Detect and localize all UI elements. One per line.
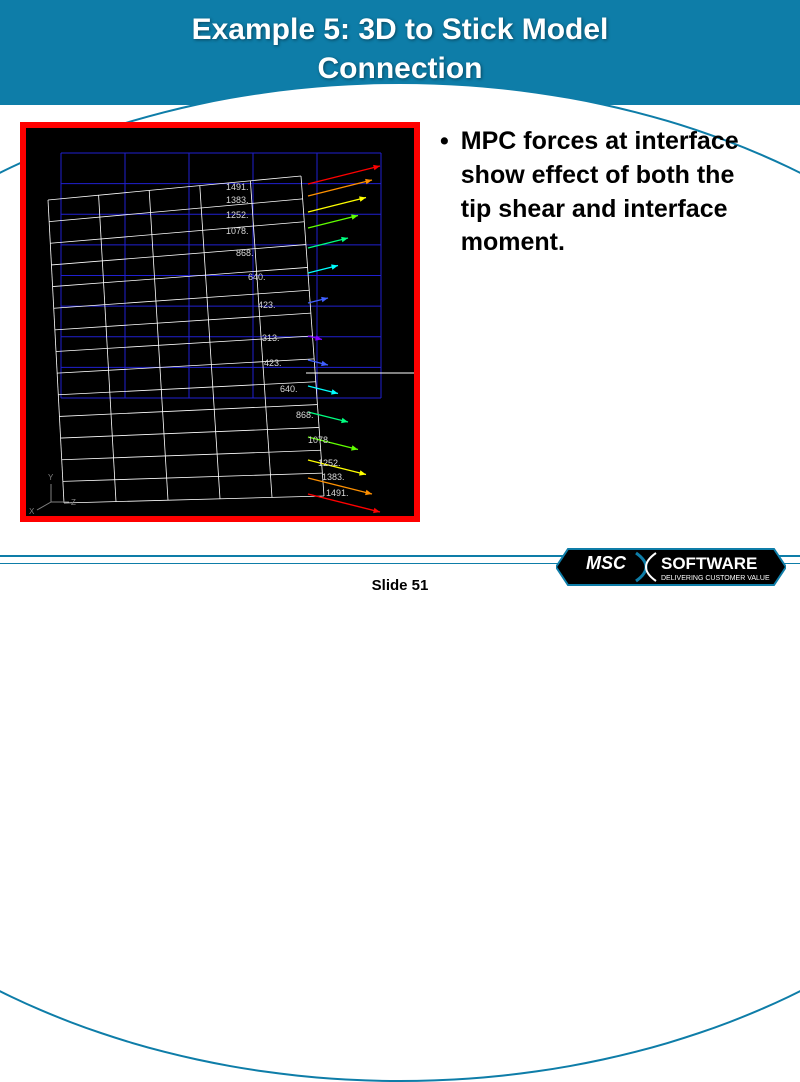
- svg-text:1491.: 1491.: [326, 488, 349, 498]
- title-line1: Example 5: 3D to Stick Model: [192, 13, 609, 46]
- content-area: 1491. 1383. 1252. 1078. 868. 640. 423. 313. 423.…: [0, 120, 800, 540]
- svg-text:423.: 423.: [264, 358, 282, 368]
- msc-logo: MSC SOFTWARE DELIVERING CUSTOMER VALUE: [556, 543, 786, 596]
- bullet-area: • MPC forces at interface show effect of…: [420, 120, 780, 540]
- svg-text:Y: Y: [48, 473, 54, 482]
- logo-tagline: DELIVERING CUSTOMER VALUE: [661, 575, 770, 582]
- bullet-text: MPC forces at interface show effect of b…: [461, 125, 770, 260]
- fea-svg: 1491. 1383. 1252. 1078. 868. 640. 423. 313. 423.…: [26, 128, 414, 516]
- slide-title: Example 5: 3D to Stick Model Connection: [0, 0, 800, 88]
- svg-text:1383.: 1383.: [226, 195, 249, 205]
- svg-text:Z: Z: [71, 498, 76, 507]
- svg-text:1078.: 1078.: [308, 435, 331, 445]
- svg-text:423.: 423.: [258, 300, 276, 310]
- slide-header: Example 5: 3D to Stick Model Connection: [0, 0, 800, 105]
- svg-text:868.: 868.: [296, 410, 314, 420]
- svg-text:868.: 868.: [236, 248, 254, 258]
- title-line2: Connection: [318, 52, 483, 85]
- svg-text:1252.: 1252.: [318, 458, 341, 468]
- bullet-marker: •: [440, 125, 449, 260]
- slide-footer: Slide 51 MSC SOFTWARE DELIVERING CUSTOME…: [0, 545, 800, 600]
- svg-text:313.: 313.: [262, 333, 280, 343]
- svg-text:1383.: 1383.: [322, 472, 345, 482]
- svg-text:640.: 640.: [280, 384, 298, 394]
- bullet-1: • MPC forces at interface show effect of…: [440, 125, 770, 260]
- logo-brand-b: SOFTWARE: [661, 554, 757, 573]
- svg-text:X: X: [29, 507, 35, 516]
- fea-figure: 1491. 1383. 1252. 1078. 868. 640. 423. 313. 423.…: [20, 122, 420, 522]
- svg-text:1491.: 1491.: [226, 182, 249, 192]
- svg-text:640.: 640.: [248, 272, 266, 282]
- logo-brand-a: MSC: [586, 553, 627, 573]
- svg-text:1252.: 1252.: [226, 210, 249, 220]
- svg-text:1078.: 1078.: [226, 226, 249, 236]
